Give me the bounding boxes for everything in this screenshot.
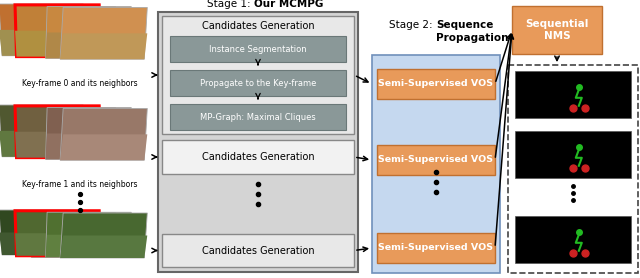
Bar (377, 145, 495, 175)
Polygon shape (45, 7, 131, 58)
Bar (162, 140, 354, 174)
Text: Sequence
Propagation: Sequence Propagation (436, 20, 509, 43)
Bar (512, 6, 602, 54)
Text: Our MCMPG: Our MCMPG (254, 0, 323, 9)
Bar (515, 71, 631, 118)
Text: Candidates Generation: Candidates Generation (202, 21, 314, 31)
Polygon shape (15, 233, 100, 256)
Bar (372, 55, 500, 273)
Polygon shape (15, 5, 100, 57)
Text: Semi-Supervised VOS: Semi-Supervised VOS (378, 244, 493, 252)
Text: Stage 1:: Stage 1: (207, 0, 254, 9)
Polygon shape (60, 213, 147, 258)
Polygon shape (45, 133, 131, 159)
Polygon shape (15, 31, 100, 57)
Text: Candidates Generation: Candidates Generation (202, 245, 314, 255)
Polygon shape (31, 6, 115, 58)
Polygon shape (31, 107, 115, 158)
Polygon shape (15, 106, 100, 158)
Polygon shape (15, 132, 100, 158)
Text: Sequential
NMS: Sequential NMS (525, 19, 589, 41)
Bar (377, 69, 495, 99)
Bar (158, 12, 358, 272)
Polygon shape (0, 131, 86, 157)
Polygon shape (31, 234, 115, 257)
Text: MP-Graph: Maximal Cliques: MP-Graph: Maximal Cliques (200, 113, 316, 121)
Polygon shape (31, 133, 115, 158)
Text: Semi-Supervised VOS: Semi-Supervised VOS (378, 155, 493, 165)
Polygon shape (0, 232, 86, 255)
Text: Propagate to the Key-frame: Propagate to the Key-frame (200, 78, 316, 88)
Polygon shape (45, 212, 131, 257)
Bar (170, 104, 346, 130)
Polygon shape (60, 108, 147, 160)
Polygon shape (45, 108, 131, 159)
Bar (508, 65, 638, 273)
Polygon shape (45, 33, 131, 58)
Text: Key-frame 0 and its neighbors: Key-frame 0 and its neighbors (22, 79, 138, 88)
Polygon shape (60, 8, 147, 59)
Bar (170, 70, 346, 96)
Polygon shape (0, 30, 86, 56)
Bar (162, 16, 354, 134)
Polygon shape (45, 235, 131, 257)
Text: Key-frame 1 and its neighbors: Key-frame 1 and its neighbors (22, 180, 138, 189)
Polygon shape (60, 235, 147, 258)
Text: Candidates Generation: Candidates Generation (202, 152, 314, 162)
Bar (515, 131, 631, 178)
Text: Instance Segmentation: Instance Segmentation (209, 44, 307, 53)
Polygon shape (31, 32, 115, 58)
Bar (515, 216, 631, 263)
Polygon shape (60, 33, 147, 59)
Bar (170, 36, 346, 62)
Text: Semi-Supervised VOS: Semi-Supervised VOS (378, 80, 493, 88)
Polygon shape (31, 212, 115, 257)
Polygon shape (0, 105, 86, 157)
Bar (162, 234, 354, 267)
Polygon shape (60, 134, 147, 160)
Polygon shape (0, 4, 86, 56)
Polygon shape (0, 210, 86, 255)
Text: Stage 2:: Stage 2: (389, 20, 436, 30)
Polygon shape (15, 211, 100, 256)
Bar (377, 233, 495, 263)
